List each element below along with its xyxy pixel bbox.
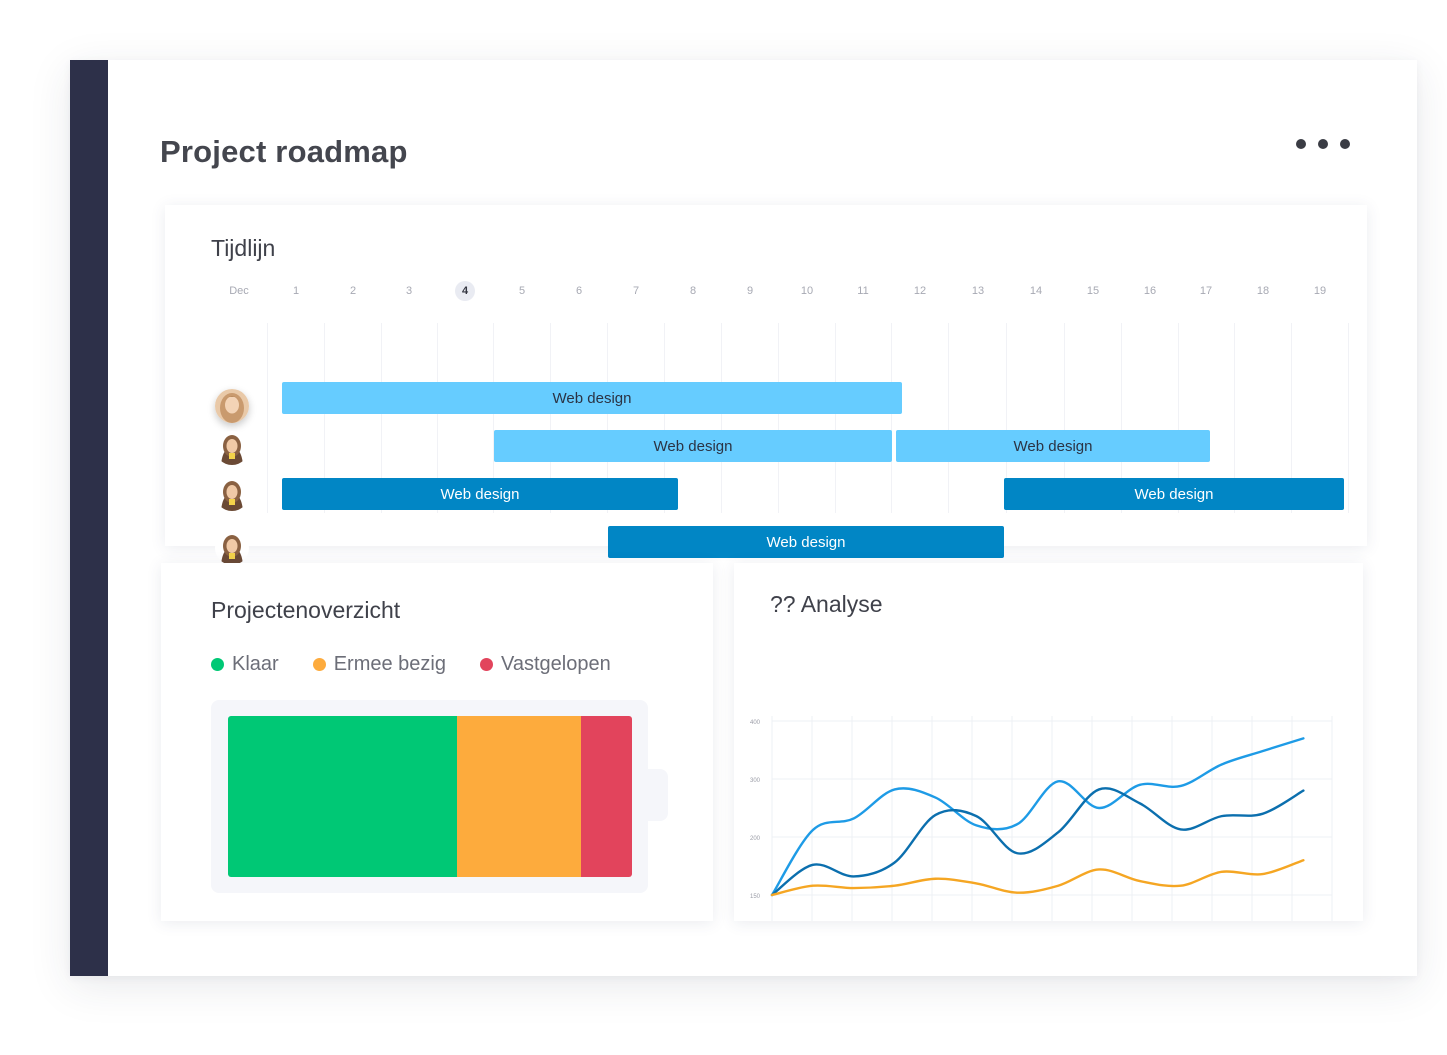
timeline-bar[interactable]: Web design [494,430,892,462]
timeline-grid-line [550,323,551,513]
timeline-grid-line [1234,323,1235,513]
battery-chart [211,700,648,893]
timeline-bar[interactable]: Web design [1004,478,1344,510]
overview-card: Projectenoverzicht Klaar Ermee bezig Vas… [161,563,713,921]
series-line-2 [770,787,1305,897]
day-label: 1 [292,285,300,297]
day-label: 6 [575,285,583,297]
timeline-grid-line [381,323,382,513]
timeline-card: Tijdlijn Dec 1 2 3 4 5 6 7 8 9 10 11 12 … [165,205,1367,565]
day-label: 9 [746,285,754,297]
battery-fill [228,716,632,877]
today-marker[interactable]: 4 [455,281,475,301]
timeline-grid-line [1064,323,1065,513]
analysis-card: ?? Analyse 1502003004007/128/129/1210/12… [734,563,1363,921]
day-label: 16 [1143,285,1157,297]
timeline-bar[interactable]: Web design [282,382,902,414]
y-tick-label: 200 [750,836,761,842]
timeline-grid-line [721,323,722,513]
timeline-grid-line [1178,323,1179,513]
analysis-title: ?? Analyse [770,591,883,617]
timeline-grid-line [267,323,268,513]
day-label: 17 [1199,285,1213,297]
timeline-grid-line [1348,323,1349,513]
avatar[interactable] [215,431,249,465]
avatar[interactable] [215,477,249,511]
legend-label: Vastgelopen [500,653,611,675]
legend-label: Ermee bezig [333,653,446,675]
y-tick-label: 150 [750,894,761,900]
timeline-grid-line [664,323,665,513]
day-label: 14 [1029,285,1043,297]
timeline-grid-line [1121,323,1122,513]
legend-item-klaar: Klaar [211,653,279,676]
battery-segment-klaar [228,716,458,877]
status-dot-icon [312,658,326,671]
status-dot-icon [211,658,224,671]
month-label: Dec [229,285,249,297]
y-tick-label: 400 [750,720,761,726]
timeline-grid-line [437,323,438,513]
status-legend: Klaar Ermee bezig Vastgelopen [211,653,645,676]
overview-title: Projectenoverzicht [211,597,401,623]
timeline-grid-line [948,323,949,513]
status-dot-icon [479,658,493,671]
day-label: 10 [800,285,814,297]
timeline-grid-line [607,323,608,513]
app-window: Project roadmap Tijdlijn Dec 1 2 3 4 5 6… [70,60,1417,976]
day-label: 5 [518,285,526,297]
analysis-line-chart: 1502003004007/128/129/1210/1211/1212/121… [750,716,1333,921]
timeline-grid-line [493,323,494,513]
day-label: 18 [1256,285,1270,297]
day-label: 12 [913,285,927,297]
timeline-title: Tijdlijn [211,235,276,261]
page-title: Project roadmap [160,134,408,169]
series-line-1 [770,737,1305,897]
timeline-bar[interactable]: Web design [608,526,1004,558]
day-label: 11 [857,285,869,297]
timeline-grid-line [324,323,325,513]
battery-segment-ermee-bezig [457,716,582,877]
day-label: 3 [405,285,413,297]
avatar[interactable] [215,531,249,565]
y-tick-label: 300 [750,778,761,784]
battery-segment-vastgelopen [581,716,632,877]
day-label: 2 [349,285,357,297]
series-line-3 [770,859,1305,897]
timeline-grid-line [1291,323,1292,513]
timeline-bar[interactable]: Web design [282,478,678,510]
timeline-bar[interactable]: Web design [896,430,1210,462]
day-label: 13 [971,285,985,297]
day-label: 7 [632,285,640,297]
legend-label: Klaar [232,653,279,675]
sidebar-strip [70,60,108,976]
day-label: 15 [1086,285,1100,297]
legend-item-vastgelopen: Vastgelopen [479,653,611,676]
timeline-grid-line [778,323,779,513]
day-label: 8 [689,285,697,297]
day-label: 19 [1313,285,1327,297]
legend-item-ermee-bezig: Ermee bezig [312,653,446,676]
timeline-grid-line [835,323,836,513]
more-options-icon[interactable] [1296,132,1350,156]
battery-tip [648,769,668,821]
avatar[interactable] [215,389,249,423]
timeline-grid-line [1006,323,1007,513]
timeline-grid-line [891,323,892,513]
